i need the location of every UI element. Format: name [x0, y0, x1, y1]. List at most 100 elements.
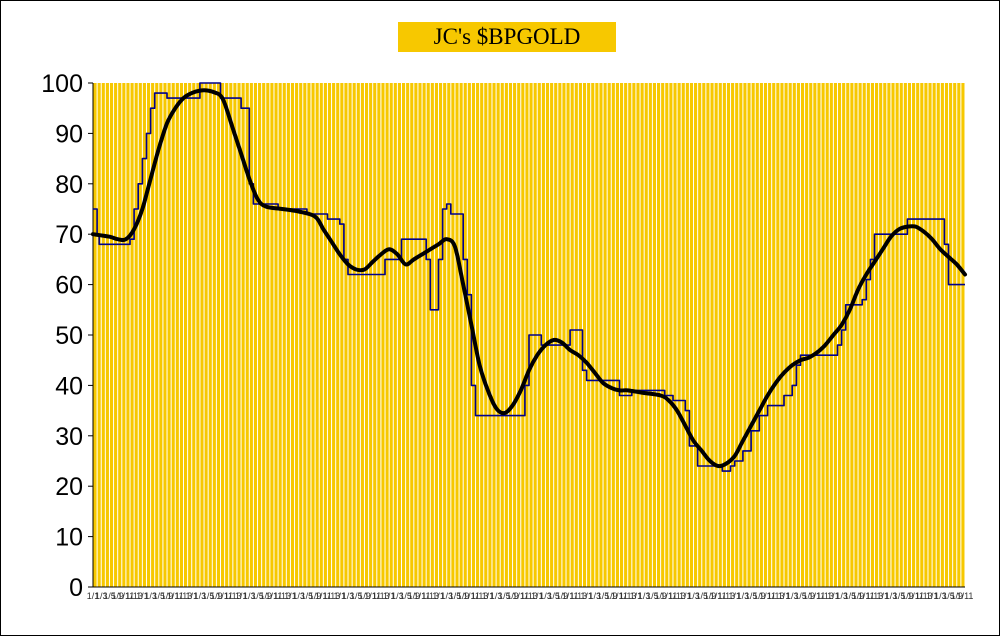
x-tick-label: 1/5	[695, 591, 708, 601]
x-tick-label: 1/13	[570, 591, 588, 601]
series-line-smoothed	[91, 88, 967, 469]
x-tick-label: 1/1	[482, 591, 495, 601]
x-tick-label: 1/3	[95, 591, 108, 601]
x-tick-label: 1/9	[901, 591, 914, 601]
x-tick-label: 1/3	[786, 591, 799, 601]
x-tick-label: 1/1	[284, 591, 297, 601]
x-tick-label: 1/5	[597, 591, 610, 601]
x-tick-label: 1/13	[125, 591, 143, 601]
x-tick-label: 1/11	[957, 591, 974, 601]
x-tick-label: 1/13	[866, 591, 884, 601]
x-tick-label: 1/3	[589, 591, 602, 601]
x-tick-label: 1/13	[224, 591, 242, 601]
x-tick-label: 1/3	[490, 591, 503, 601]
y-tick-label: 90	[55, 120, 83, 148]
x-tick-label: 1/11	[907, 591, 924, 601]
x-tick-label: 1/9	[605, 591, 618, 601]
y-tick-label: 20	[55, 473, 83, 501]
x-tick-label: 1/11	[858, 591, 875, 601]
x-tick-label: 1/5	[498, 591, 511, 601]
x-tick-label: 1/3	[292, 591, 305, 601]
x-tick-label: 1/13	[718, 591, 736, 601]
x-tick-label: 1/9	[309, 591, 322, 601]
x-tick-label: 1/1	[334, 591, 347, 601]
x-tick-label: 1/1	[87, 591, 100, 601]
x-tick-label: 1/5	[547, 591, 560, 601]
x-tick-label: 1/3	[737, 591, 750, 601]
series-lines	[91, 82, 967, 472]
x-tick-label: 1/9	[704, 591, 717, 601]
x-tick-label: 1/13	[175, 591, 193, 601]
x-tick-label: 1/3	[144, 591, 157, 601]
x-tick-label: 1/5	[103, 591, 116, 601]
x-tick-label: 1/1	[827, 591, 840, 601]
x-tick-label: 1/3	[440, 591, 453, 601]
x-tick-label: 1/13	[422, 591, 440, 601]
x-tick-label: 1/1	[679, 591, 692, 601]
chart-title: JC's $BPGOLD	[433, 24, 581, 49]
x-tick-label: 1/11	[759, 591, 776, 601]
x-tick-label: 1/5	[942, 591, 955, 601]
x-tick-label: 1/13	[767, 591, 785, 601]
x-tick-label: 1/1	[580, 591, 593, 601]
x-tick-label: 1/1	[185, 591, 198, 601]
x-tick-label: 1/5	[350, 591, 363, 601]
y-tick-label: 80	[55, 171, 83, 199]
x-axis: 1/11/31/51/91/111/131/11/31/51/91/111/13…	[87, 586, 974, 601]
x-tick-label: 1/3	[638, 591, 651, 601]
x-tick-label: 1/13	[668, 591, 686, 601]
x-tick-label: 1/11	[463, 591, 480, 601]
x-tick-label: 1/13	[619, 591, 637, 601]
x-tick-label: 1/11	[710, 591, 727, 601]
x-tick-label: 1/11	[562, 591, 579, 601]
x-tick-label: 1/9	[408, 591, 421, 601]
x-tick-label: 1/9	[161, 591, 174, 601]
x-tick-label: 1/5	[251, 591, 264, 601]
x-tick-label: 1/11	[611, 591, 628, 601]
x-tick-label: 1/9	[802, 591, 815, 601]
x-tick-label: 1/1	[432, 591, 445, 601]
x-tick-label: 1/13	[372, 591, 390, 601]
y-tick-label: 70	[55, 221, 83, 249]
x-tick-label: 1/1	[383, 591, 396, 601]
x-tick-label: 1/3	[539, 591, 552, 601]
x-tick-label: 1/11	[216, 591, 233, 601]
x-tick-label: 1/5	[745, 591, 758, 601]
x-tick-label: 1/9	[506, 591, 519, 601]
x-tick-label: 1/11	[315, 591, 332, 601]
x-tick-label: 1/9	[210, 591, 223, 601]
x-tick-label: 1/3	[934, 591, 947, 601]
x-tick-label: 1/9	[654, 591, 667, 601]
x-tick-label: 1/1	[136, 591, 149, 601]
x-tick-label: 1/1	[630, 591, 643, 601]
x-tick-label: 1/13	[471, 591, 489, 601]
x-tick-label: 1/1	[778, 591, 791, 601]
vertical-gridlines	[92, 83, 966, 587]
x-tick-label: 1/5	[449, 591, 462, 601]
x-tick-label: 1/9	[753, 591, 766, 601]
x-tick-label: 1/5	[794, 591, 807, 601]
x-tick-label: 1/3	[194, 591, 207, 601]
x-tick-label: 1/5	[646, 591, 659, 601]
x-tick-label: 1/9	[556, 591, 569, 601]
y-tick-label: 40	[55, 372, 83, 400]
x-tick-label: 1/11	[364, 591, 381, 601]
y-tick-label: 30	[55, 423, 83, 451]
x-tick-label: 1/9	[457, 591, 470, 601]
x-tick-label: 1/13	[323, 591, 341, 601]
x-tick-label: 1/1	[531, 591, 544, 601]
x-tick-label: 1/11	[266, 591, 283, 601]
x-tick-label: 1/5	[202, 591, 215, 601]
x-tick-label: 1/11	[660, 591, 677, 601]
x-tick-label: 1/5	[399, 591, 412, 601]
x-tick-label: 1/11	[512, 591, 529, 601]
x-tick-label: 1/5	[893, 591, 906, 601]
x-tick-label: 1/1	[728, 591, 741, 601]
x-tick-label: 1/13	[520, 591, 538, 601]
x-tick-label: 1/13	[915, 591, 933, 601]
x-tick-label: 1/5	[153, 591, 166, 601]
x-tick-label: 1/1	[235, 591, 248, 601]
x-tick-label: 1/1	[876, 591, 889, 601]
x-tick-label: 1/1	[926, 591, 939, 601]
